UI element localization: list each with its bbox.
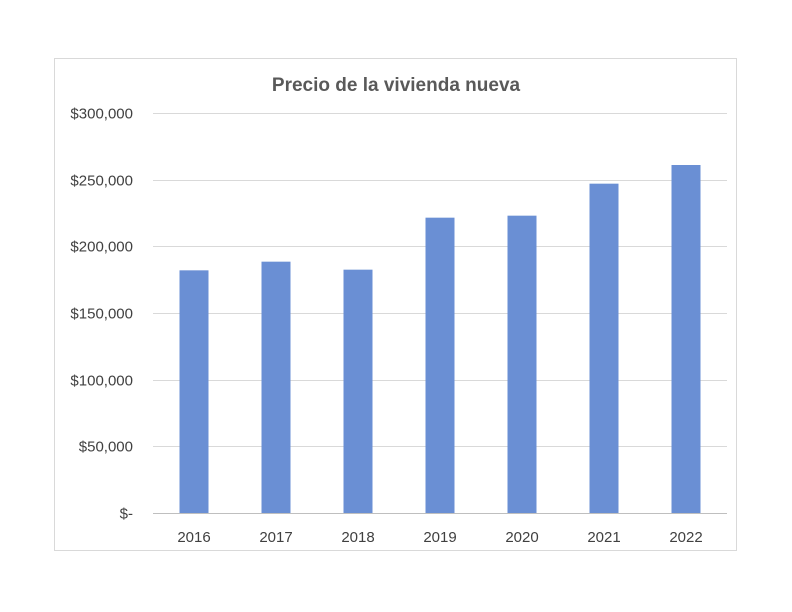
bar-2018 bbox=[343, 269, 373, 513]
y-tick-label: $250,000 bbox=[70, 173, 133, 190]
x-tick-label: 2022 bbox=[669, 529, 702, 546]
bar-2019 bbox=[425, 217, 455, 513]
y-tick-label: $150,000 bbox=[70, 306, 133, 323]
x-tick-label: 2018 bbox=[341, 529, 374, 546]
y-tick-label: $300,000 bbox=[70, 106, 133, 123]
bar-2016 bbox=[179, 270, 209, 513]
bars bbox=[179, 165, 701, 513]
bar-2020 bbox=[507, 215, 537, 513]
chart-title: Precio de la vivienda nueva bbox=[272, 75, 521, 96]
x-tick-label: 2019 bbox=[423, 529, 456, 546]
y-tick-label: $- bbox=[120, 506, 133, 523]
y-tick-label: $100,000 bbox=[70, 373, 133, 390]
x-tick-label: 2017 bbox=[259, 529, 292, 546]
x-tick-label: 2016 bbox=[177, 529, 210, 546]
y-tick-label: $200,000 bbox=[70, 239, 133, 256]
x-axis-tick-labels: 2016 2017 2018 2019 2020 2021 2022 bbox=[177, 529, 702, 546]
x-tick-label: 2021 bbox=[587, 529, 620, 546]
bar-chart: Precio de la vivienda nueva $- $50,000 $10… bbox=[70, 75, 727, 546]
y-tick-label: $50,000 bbox=[79, 439, 133, 456]
bar-2017 bbox=[261, 261, 291, 513]
x-tick-label: 2020 bbox=[505, 529, 538, 546]
bar-2022 bbox=[671, 165, 701, 513]
chart-frame: Precio de la vivienda nueva $- $50,000 $10… bbox=[54, 58, 737, 551]
y-axis-tick-labels: $- $50,000 $100,000 $150,000 $200,000 $250,00… bbox=[70, 106, 133, 523]
bar-2021 bbox=[589, 183, 619, 513]
